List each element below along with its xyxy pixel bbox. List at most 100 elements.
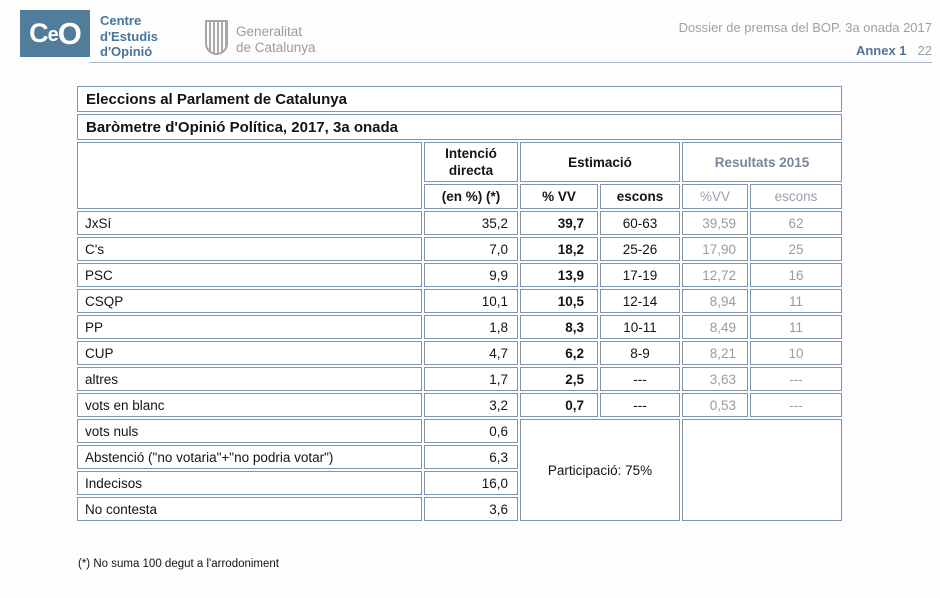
intencio-directa-value: 3,6: [424, 497, 518, 521]
estimacio-vv-value: 6,2: [520, 341, 598, 365]
results-table: Eleccions al Parlament de Catalunya Barò…: [75, 84, 844, 523]
summary-row: No contesta 3,6: [77, 497, 842, 521]
resultats-2015-vv-value: 39,59: [682, 211, 748, 235]
ceo-logo-letter: O: [57, 15, 82, 51]
resultats-2015-escons-value: 62: [750, 211, 843, 235]
participacio-cell: Participació: 75%: [520, 419, 680, 521]
subheader-vv-2015: %VV: [682, 184, 748, 209]
intencio-directa-value: 3,2: [424, 393, 518, 417]
party-row: PSC 9,9 13,9 17-19 12,72 16: [77, 263, 843, 287]
resultats-2015-escons-value: 11: [750, 289, 843, 313]
intencio-directa-value: 4,7: [424, 341, 518, 365]
summary-label: No contesta: [77, 497, 422, 521]
estimacio-escons-value: 12-14: [600, 289, 680, 313]
estimacio-escons-value: ---: [600, 367, 680, 391]
party-row: JxSí 35,2 39,7 60-63 39,59 62: [77, 211, 843, 235]
estimacio-escons-value: 8-9: [600, 341, 680, 365]
ceo-logo-letter: C: [29, 18, 48, 48]
party-label: CUP: [77, 341, 422, 365]
estimacio-vv-value: 0,7: [520, 393, 598, 417]
subheader-escons: escons: [600, 184, 680, 209]
col-group-intencio: Intenció directa: [424, 142, 518, 182]
estimacio-vv-value: 10,5: [520, 289, 598, 313]
sub-header-row: (en %) (*) % VV escons %VV escons: [77, 184, 843, 209]
table-title-1: Eleccions al Parlament de Catalunya: [77, 86, 843, 112]
resultats-2015-escons-value: 25: [750, 237, 843, 261]
resultats-2015-vv-value: 12,72: [682, 263, 748, 287]
estimacio-escons-value: ---: [600, 393, 680, 417]
summary-label: vots nuls: [77, 419, 422, 443]
intencio-directa-value: 0,6: [424, 419, 518, 443]
intencio-directa-value: 10,1: [424, 289, 518, 313]
empty-header-cell: [77, 142, 422, 209]
resultats-2015-escons-value: 11: [750, 315, 843, 339]
summary-label: Indecisos: [77, 471, 422, 495]
party-label: altres: [77, 367, 422, 391]
party-label: C's: [77, 237, 422, 261]
resultats-2015-vv-value: 8,21: [682, 341, 748, 365]
party-row: vots en blanc 3,2 0,7 --- 0,53 ---: [77, 393, 843, 417]
intencio-directa-value: 35,2: [424, 211, 518, 235]
resultats-2015-escons-value: ---: [750, 367, 843, 391]
party-label: PP: [77, 315, 422, 339]
subheader-vv: % VV: [520, 184, 598, 209]
intencio-directa-value: 16,0: [424, 471, 518, 495]
estimacio-vv-value: 18,2: [520, 237, 598, 261]
party-row: CSQP 10,1 10,5 12-14 8,94 11: [77, 289, 843, 313]
intencio-directa-value: 6,3: [424, 445, 518, 469]
subheader-intencio-pct: (en %) (*): [424, 184, 518, 209]
party-row: altres 1,7 2,5 --- 3,63 ---: [77, 367, 843, 391]
table-footnote: (*) No suma 100 degut a l'arrodoniment: [78, 558, 279, 570]
table-title-row: Eleccions al Parlament de Catalunya: [77, 86, 843, 112]
party-row: CUP 4,7 6,2 8-9 8,21 10: [77, 341, 843, 365]
table-body: JxSí 35,2 39,7 60-63 39,59 62 C's 7,0 18,2 25-26 1…: [77, 211, 843, 521]
resultats-2015-escons-value: ---: [750, 393, 843, 417]
estimacio-escons-value: 60-63: [600, 211, 680, 235]
summary-row: Abstenció ("no votaria"+"no podria votar…: [77, 445, 842, 469]
intencio-directa-value: 7,0: [424, 237, 518, 261]
intencio-directa-value: 9,9: [424, 263, 518, 287]
col-group-estimacio: Estimació: [520, 142, 680, 182]
party-label: JxSí: [77, 211, 422, 235]
resultats-2015-empty-cell: [682, 419, 843, 521]
party-row: C's 7,0 18,2 25-26 17,90 25: [77, 237, 843, 261]
estimacio-vv-value: 13,9: [520, 263, 598, 287]
col-group-resultats-2015: Resultats 2015: [682, 142, 843, 182]
resultats-2015-vv-value: 17,90: [682, 237, 748, 261]
table-title-2: Baròmetre d'Opinió Política, 2017, 3a on…: [77, 114, 843, 140]
page-number: 22: [917, 43, 932, 58]
group-header-row: Intenció directa Estimació Resultats 201…: [77, 142, 843, 209]
party-label: PSC: [77, 263, 422, 287]
summary-row: Indecisos 16,0: [77, 471, 842, 495]
summary-label: Abstenció ("no votaria"+"no podria votar…: [77, 445, 422, 469]
header-divider: [89, 62, 932, 63]
party-label: CSQP: [77, 289, 422, 313]
estimacio-escons-value: 17-19: [600, 263, 680, 287]
estimacio-vv-value: 8,3: [520, 315, 598, 339]
estimacio-vv-value: 39,7: [520, 211, 598, 235]
resultats-2015-vv-value: 8,49: [682, 315, 748, 339]
resultats-2015-vv-value: 8,94: [682, 289, 748, 313]
summary-row: vots nuls 0,6 Participació: 75%: [77, 419, 843, 521]
resultats-2015-escons-value: 16: [750, 263, 843, 287]
intencio-directa-value: 1,7: [424, 367, 518, 391]
annex-label: Annex 1: [855, 43, 907, 58]
subheader-escons-2015: escons: [750, 184, 843, 209]
party-row: PP 1,8 8,3 10-11 8,49 11: [77, 315, 843, 339]
generalitat-shield-icon: [205, 20, 228, 55]
annex-line: Annex 1 22: [632, 42, 932, 60]
dossier-title: Dossier de premsa del BOP. 3a onada 2017: [678, 20, 932, 35]
estimacio-vv-value: 2,5: [520, 367, 598, 391]
estimacio-escons-value: 25-26: [600, 237, 680, 261]
ceo-logo-letter: e: [47, 24, 59, 46]
generalitat-name: Generalitat de Catalunya: [236, 24, 316, 55]
resultats-2015-vv-value: 0,53: [682, 393, 748, 417]
resultats-2015-vv-value: 3,63: [682, 367, 748, 391]
table-subtitle-row: Baròmetre d'Opinió Política, 2017, 3a on…: [77, 114, 843, 140]
org-name: Centre d'Estudis d'Opinió: [100, 13, 158, 59]
intencio-directa-value: 1,8: [424, 315, 518, 339]
resultats-2015-escons-value: 10: [750, 341, 843, 365]
party-label: vots en blanc: [77, 393, 422, 417]
